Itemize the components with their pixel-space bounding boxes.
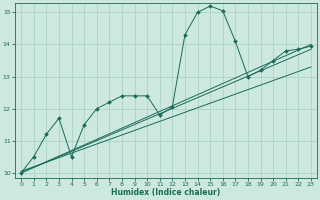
X-axis label: Humidex (Indice chaleur): Humidex (Indice chaleur) — [111, 188, 221, 197]
